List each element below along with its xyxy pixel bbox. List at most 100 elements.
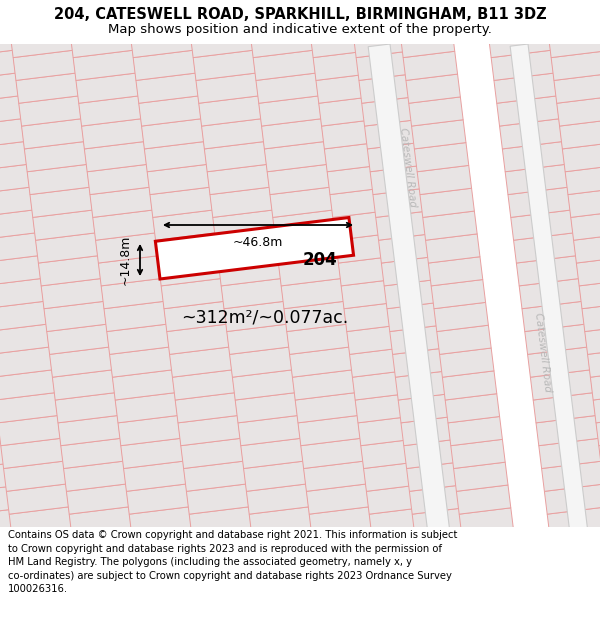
Polygon shape [196,73,258,103]
Polygon shape [0,347,52,378]
Polygon shape [579,279,600,309]
Polygon shape [350,6,405,35]
Polygon shape [38,256,101,286]
Polygon shape [310,28,373,58]
Polygon shape [392,348,447,378]
Text: ~312m²/~0.077ac.: ~312m²/~0.077ac. [181,308,349,326]
Polygon shape [420,188,475,218]
Polygon shape [488,28,551,58]
Polygon shape [596,416,600,446]
Polygon shape [497,96,559,126]
Polygon shape [207,164,269,194]
Polygon shape [193,50,256,81]
Polygon shape [202,119,264,149]
Polygon shape [250,28,313,58]
Polygon shape [4,461,66,491]
Polygon shape [127,484,189,514]
Polygon shape [0,256,41,286]
Polygon shape [184,461,246,491]
Polygon shape [8,4,70,35]
Polygon shape [350,347,412,378]
Polygon shape [0,438,26,469]
Polygon shape [50,347,112,378]
Polygon shape [557,96,600,126]
Polygon shape [327,164,389,194]
Polygon shape [517,256,579,286]
Polygon shape [0,370,55,400]
Polygon shape [341,279,404,309]
Polygon shape [188,4,250,35]
Polygon shape [502,142,565,172]
Polygon shape [437,325,491,354]
Polygon shape [0,370,18,400]
Polygon shape [22,119,84,149]
Polygon shape [401,416,455,446]
Polygon shape [505,164,568,194]
Polygon shape [172,370,235,400]
Polygon shape [376,211,430,240]
Polygon shape [448,416,502,446]
Polygon shape [574,233,600,263]
Polygon shape [364,461,426,491]
Polygon shape [382,257,436,286]
Polygon shape [170,347,232,378]
Polygon shape [205,142,267,172]
Polygon shape [0,142,27,172]
Polygon shape [434,302,488,331]
Polygon shape [0,233,1,263]
Polygon shape [511,210,573,240]
Polygon shape [369,507,431,537]
Polygon shape [539,438,600,469]
Polygon shape [462,531,517,560]
Polygon shape [358,416,421,446]
Polygon shape [142,119,204,149]
Polygon shape [247,484,309,514]
Polygon shape [107,324,169,354]
Polygon shape [344,301,406,331]
Polygon shape [0,119,24,149]
Polygon shape [249,507,311,537]
Polygon shape [585,324,600,354]
Polygon shape [319,96,381,126]
Polygon shape [590,370,600,400]
Polygon shape [384,279,439,309]
Polygon shape [417,166,472,194]
Polygon shape [425,234,480,263]
Polygon shape [287,324,349,354]
Polygon shape [33,210,95,240]
Polygon shape [0,96,21,126]
Polygon shape [110,347,172,378]
Polygon shape [562,142,600,172]
Polygon shape [121,438,183,469]
Polygon shape [0,484,32,514]
Polygon shape [313,50,376,81]
Polygon shape [390,325,444,354]
Polygon shape [0,507,35,537]
Polygon shape [0,50,16,81]
Polygon shape [508,188,571,218]
Polygon shape [221,279,284,309]
Polygon shape [27,164,89,194]
Polygon shape [155,217,353,279]
Polygon shape [30,188,92,218]
Polygon shape [7,484,69,514]
Polygon shape [0,233,38,263]
Polygon shape [368,44,455,576]
Polygon shape [69,507,131,537]
Polygon shape [61,438,123,469]
Polygon shape [500,119,562,149]
Polygon shape [161,279,224,309]
Polygon shape [387,302,442,331]
Polygon shape [565,164,600,194]
Polygon shape [0,4,10,35]
Polygon shape [16,73,78,103]
Polygon shape [568,188,600,218]
Polygon shape [199,96,261,126]
Polygon shape [395,371,450,400]
Polygon shape [373,188,427,218]
Polygon shape [167,324,229,354]
Polygon shape [133,50,196,81]
Polygon shape [281,279,344,309]
Polygon shape [244,461,306,491]
Polygon shape [187,484,249,514]
